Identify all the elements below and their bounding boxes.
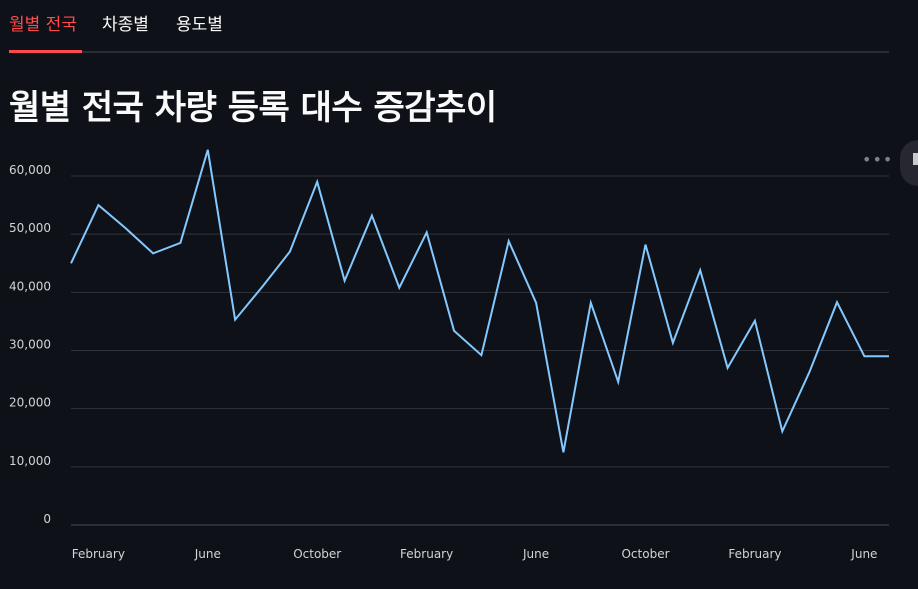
chart-gridlines [71, 175, 889, 526]
sidebar-toggle[interactable] [900, 140, 918, 186]
y-tick-label: 0 [43, 512, 51, 526]
x-tick-label: October [621, 547, 669, 561]
active-tab-indicator [9, 50, 82, 53]
x-tick-label: October [293, 547, 341, 561]
x-tick-label: February [728, 547, 781, 561]
y-tick-label: 60,000 [9, 163, 51, 177]
tab-label: 차종별 [102, 15, 149, 35]
tab-bar: 월별 전국 차종별 용도별 [9, 0, 889, 53]
y-tick-label: 50,000 [9, 221, 51, 235]
y-tick-label: 10,000 [9, 454, 51, 468]
line-chart: 0 10,000 20,000 30,000 40,000 50,000 60,000 Fe… [9, 149, 889, 561]
flag-icon [913, 153, 918, 165]
tab-by-vehicle-type[interactable]: 차종별 [102, 12, 149, 38]
series-line[interactable] [70, 149, 889, 453]
y-tick-label: 30,000 [9, 338, 51, 352]
tab-label: 용도별 [176, 15, 223, 35]
y-tick-label: 20,000 [9, 396, 51, 410]
more-horizontal-icon[interactable]: ••• [862, 150, 894, 169]
tab-by-usage[interactable]: 용도별 [176, 12, 223, 38]
y-axis-ticks: 0 10,000 20,000 30,000 40,000 50,000 60,000 [9, 163, 51, 526]
x-tick-label: February [400, 547, 453, 561]
tab-monthly-national[interactable]: 월별 전국 [9, 12, 77, 38]
x-tick-label: February [72, 547, 125, 561]
x-axis-ticks: February June October February June October Fe… [72, 547, 878, 561]
tab-label: 월별 전국 [9, 15, 77, 35]
y-tick-label: 40,000 [9, 279, 51, 293]
x-tick-label: June [522, 547, 549, 561]
x-tick-label: June [194, 547, 221, 561]
chart-series [70, 149, 889, 453]
page-title: 월별 전국 차량 등록 대수 증감추이 [9, 88, 497, 128]
x-tick-label: June [850, 547, 877, 561]
